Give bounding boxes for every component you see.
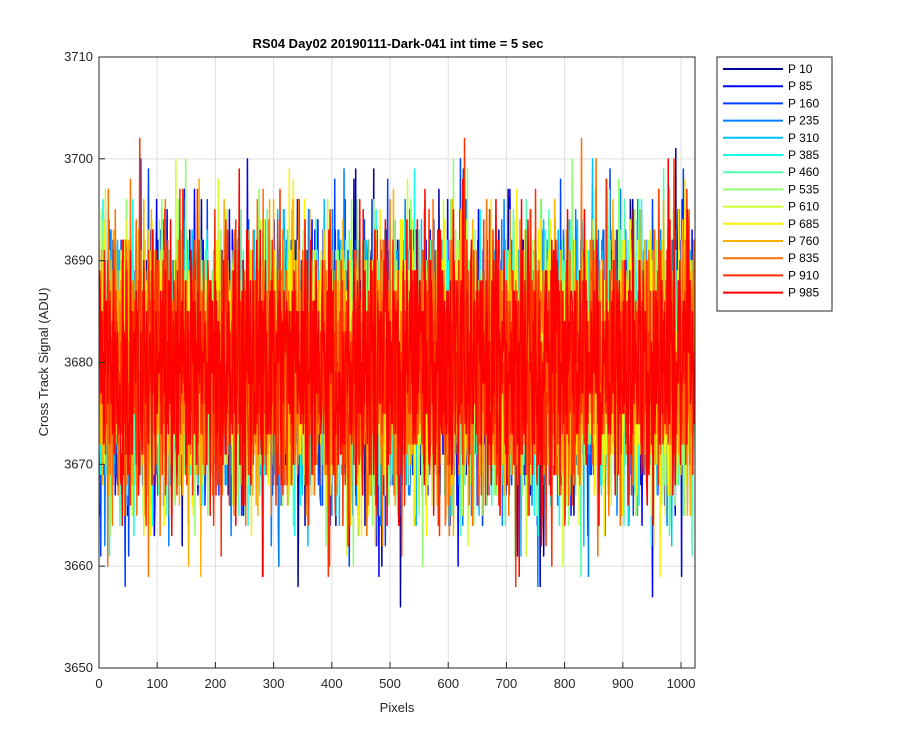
y-tick-label: 3650 — [64, 660, 93, 675]
x-tick-label: 700 — [496, 676, 518, 691]
legend: P 10 P 85 P 160 P 235 P 310 P 385 P 460 P 535 P … — [716, 56, 833, 312]
x-tick-label: 200 — [205, 676, 227, 691]
x-axis: 0 100 200 300 400 500 600 700 800 900 1000 — [95, 662, 695, 691]
legend-label: P 85 — [788, 79, 813, 93]
x-tick-label: 900 — [612, 676, 634, 691]
x-tick-label: 0 — [95, 676, 102, 691]
y-axis-label: Cross Track Signal (ADU) — [36, 288, 51, 437]
x-axis-label: Pixels — [380, 700, 415, 715]
y-axis: 3650 3660 3670 3680 3690 3700 3710 — [64, 49, 105, 675]
x-tick-label: 500 — [379, 676, 401, 691]
legend-label: P 685 — [788, 217, 819, 231]
series-line — [99, 158, 695, 578]
x-tick-label: 300 — [263, 676, 285, 691]
legend-box — [716, 56, 833, 312]
legend-label: P 985 — [788, 286, 819, 300]
x-tick-label: 400 — [321, 676, 343, 691]
chart-title: RS04 Day02 20190111-Dark-041 int time = … — [253, 36, 544, 51]
y-tick-label: 3700 — [64, 151, 93, 166]
legend-label: P 385 — [788, 148, 819, 162]
y-tick-label: 3710 — [64, 49, 93, 64]
legend-label: P 10 — [788, 62, 813, 76]
y-tick-label: 3690 — [64, 253, 93, 268]
x-tick-label: 100 — [146, 676, 168, 691]
legend-label: P 310 — [788, 131, 819, 145]
y-tick-label: 3660 — [64, 558, 93, 573]
x-tick-label: 800 — [554, 676, 576, 691]
legend-label: P 910 — [788, 268, 819, 282]
legend-label: P 835 — [788, 251, 819, 265]
legend-label: P 460 — [788, 165, 819, 179]
series-lines — [99, 137, 695, 608]
legend-label: P 235 — [788, 114, 819, 128]
y-tick-label: 3680 — [64, 355, 93, 370]
legend-label: P 535 — [788, 182, 819, 196]
y-tick-label: 3670 — [64, 456, 93, 471]
legend-label: P 610 — [788, 200, 819, 214]
legend-label: P 160 — [788, 96, 819, 110]
x-tick-label: 1000 — [667, 676, 696, 691]
x-tick-label: 600 — [437, 676, 459, 691]
legend-label: P 760 — [788, 234, 819, 248]
